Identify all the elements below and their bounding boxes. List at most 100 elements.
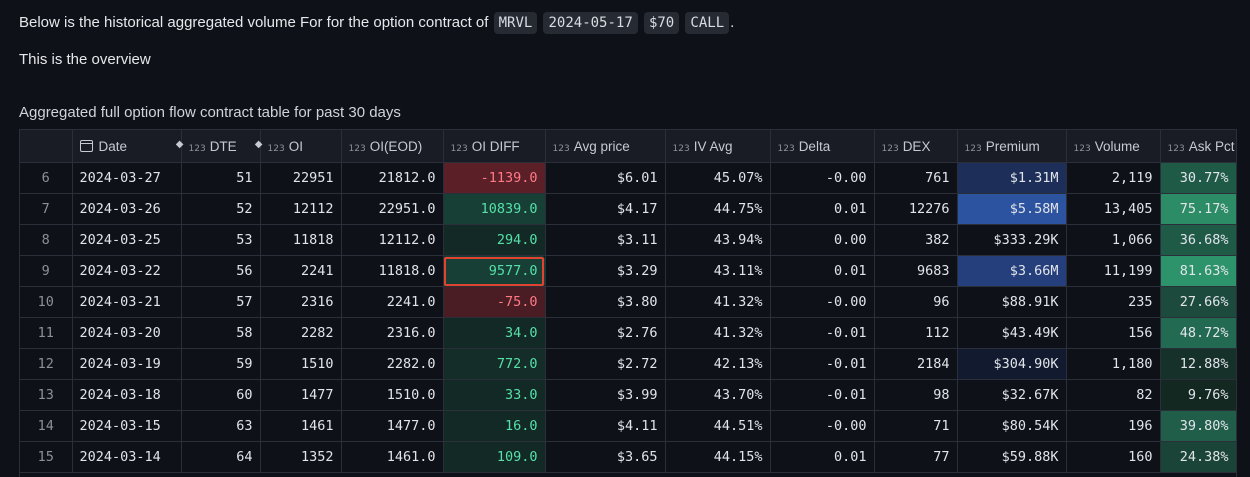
cell-date[interactable]: 2024-03-25: [72, 224, 182, 256]
cell-volume[interactable]: 160: [1066, 441, 1161, 473]
cell-dte[interactable]: 60: [181, 379, 261, 411]
cell-premium[interactable]: $43.49K: [957, 317, 1067, 349]
cell-idx[interactable]: 11: [20, 317, 73, 349]
cell-oi[interactable]: 22951: [260, 162, 342, 194]
table-row[interactable]: 7 2024-03-26 52 12112 22951.0 10839.0 $4.17 44.…: [20, 193, 1236, 225]
cell-volume[interactable]: 235: [1066, 286, 1161, 318]
cell-oi-eod[interactable]: 2282.0: [341, 348, 444, 380]
cell-dte[interactable]: 59: [181, 348, 261, 380]
cell-dex[interactable]: 77: [874, 441, 958, 473]
cell-date[interactable]: 2024-03-14: [72, 441, 182, 473]
table-row[interactable]: 14 2024-03-15 63 1461 1477.0 16.0 $4.11 44.51% -…: [20, 410, 1236, 442]
cell-premium[interactable]: $333.29K: [957, 224, 1067, 256]
cell-ask-pct[interactable]: 24.38%: [1160, 441, 1236, 473]
cell-avg-price[interactable]: $3.11: [545, 224, 666, 256]
cell-volume[interactable]: 1,066: [1066, 224, 1161, 256]
cell-dex[interactable]: 382: [874, 224, 958, 256]
cell-premium[interactable]: $32.67K: [957, 379, 1067, 411]
cell-avg-price[interactable]: $6.01: [545, 162, 666, 194]
cell-dte[interactable]: 58: [181, 317, 261, 349]
cell-dte[interactable]: 51: [181, 162, 261, 194]
cell-oi-eod[interactable]: 2241.0: [341, 286, 444, 318]
cell-ask-pct[interactable]: 81.63%: [1160, 255, 1236, 287]
cell-delta[interactable]: 0.01: [770, 441, 875, 473]
cell-oi-diff[interactable]: 10839.0: [443, 193, 546, 225]
col-header-dte[interactable]: 123 DTE ◆: [181, 130, 263, 163]
cell-idx[interactable]: 14: [20, 410, 73, 442]
cell-premium[interactable]: $80.54K: [957, 410, 1067, 442]
cell-oi-diff[interactable]: 34.0: [443, 317, 546, 349]
table-row[interactable]: 12 2024-03-19 59 1510 2282.0 772.0 $2.72 42.13%…: [20, 348, 1236, 380]
cell-iv-avg[interactable]: 43.70%: [665, 379, 771, 411]
cell-dex[interactable]: 761: [874, 162, 958, 194]
cell-idx[interactable]: 10: [20, 286, 73, 318]
cell-oi-eod[interactable]: 11818.0: [341, 255, 444, 287]
col-header-oi-eod[interactable]: 123 OI(EOD): [341, 130, 444, 163]
cell-oi-eod[interactable]: 2316.0: [341, 317, 444, 349]
cell-oi-eod[interactable]: 12112.0: [341, 224, 444, 256]
cell-oi-eod[interactable]: 21812.0: [341, 162, 444, 194]
col-header-volume[interactable]: 123 Volume: [1066, 130, 1161, 163]
cell-date[interactable]: 2024-03-20: [72, 317, 182, 349]
col-header-oi[interactable]: 123 OI: [260, 130, 342, 163]
table-row[interactable]: 10 2024-03-21 57 2316 2241.0 -75.0 $3.80 41.32%…: [20, 286, 1236, 318]
cell-dte[interactable]: 57: [181, 286, 261, 318]
cell-premium[interactable]: $3.66M: [957, 255, 1067, 287]
cell-dte[interactable]: 53: [181, 224, 261, 256]
table-row[interactable]: 6 2024-03-27 51 22951 21812.0 -1139.0 $6.01 45.…: [20, 162, 1236, 194]
cell-dex[interactable]: 112: [874, 317, 958, 349]
cell-delta[interactable]: -0.01: [770, 348, 875, 380]
cell-dex[interactable]: 98: [874, 379, 958, 411]
cell-delta[interactable]: 0.00: [770, 224, 875, 256]
cell-idx[interactable]: 8: [20, 224, 73, 256]
cell-oi-diff[interactable]: 33.0: [443, 379, 546, 411]
cell-avg-price[interactable]: $4.17: [545, 193, 666, 225]
cell-premium[interactable]: $59.88K: [957, 441, 1067, 473]
col-header-iv-avg[interactable]: 123 IV Avg: [665, 130, 771, 163]
col-header-delta[interactable]: 123 Delta: [770, 130, 875, 163]
cell-iv-avg[interactable]: 44.15%: [665, 441, 771, 473]
cell-dte[interactable]: 63: [181, 410, 261, 442]
cell-iv-avg[interactable]: 42.13%: [665, 348, 771, 380]
cell-oi[interactable]: 1461: [260, 410, 342, 442]
cell-idx[interactable]: 15: [20, 441, 73, 473]
cell-date[interactable]: 2024-03-21: [72, 286, 182, 318]
cell-oi[interactable]: 1477: [260, 379, 342, 411]
col-header-ask-pct[interactable]: 123 Ask Pct: [1160, 130, 1236, 163]
cell-oi[interactable]: 1352: [260, 441, 342, 473]
col-header-avg-price[interactable]: 123 Avg price: [545, 130, 666, 163]
cell-idx[interactable]: 7: [20, 193, 73, 225]
cell-oi[interactable]: 1510: [260, 348, 342, 380]
table-row[interactable]: 15 2024-03-14 64 1352 1461.0 109.0 $3.65 44.15%…: [20, 441, 1236, 473]
cell-ask-pct[interactable]: 48.72%: [1160, 317, 1236, 349]
cell-iv-avg[interactable]: 43.11%: [665, 255, 771, 287]
cell-volume[interactable]: 2,119: [1066, 162, 1161, 194]
cell-ask-pct[interactable]: 36.68%: [1160, 224, 1236, 256]
cell-oi-diff[interactable]: 9577.0: [443, 255, 546, 287]
cell-iv-avg[interactable]: 43.94%: [665, 224, 771, 256]
col-header-dex[interactable]: 123 DEX: [874, 130, 958, 163]
cell-delta[interactable]: 0.01: [770, 255, 875, 287]
cell-delta[interactable]: 0.01: [770, 193, 875, 225]
cell-avg-price[interactable]: $3.65: [545, 441, 666, 473]
cell-date[interactable]: 2024-03-15: [72, 410, 182, 442]
cell-oi-diff[interactable]: 16.0: [443, 410, 546, 442]
cell-oi[interactable]: 2282: [260, 317, 342, 349]
cell-dex[interactable]: 9683: [874, 255, 958, 287]
cell-oi-eod[interactable]: 1477.0: [341, 410, 444, 442]
cell-oi[interactable]: 12112: [260, 193, 342, 225]
cell-delta[interactable]: -0.00: [770, 410, 875, 442]
cell-oi[interactable]: 2316: [260, 286, 342, 318]
cell-avg-price[interactable]: $2.72: [545, 348, 666, 380]
cell-idx[interactable]: 13: [20, 379, 73, 411]
cell-dex[interactable]: 12276: [874, 193, 958, 225]
table-row[interactable]: 8 2024-03-25 53 11818 12112.0 294.0 $3.11 43.94…: [20, 224, 1236, 256]
option-flow-table[interactable]: Date ◆ 123 DTE ◆ 123 OI 123 OI(EOD) 123 OI DIF…: [19, 129, 1237, 477]
cell-idx[interactable]: 12: [20, 348, 73, 380]
cell-ask-pct[interactable]: 75.17%: [1160, 193, 1236, 225]
cell-date[interactable]: 2024-03-26: [72, 193, 182, 225]
cell-dex[interactable]: 96: [874, 286, 958, 318]
cell-oi-diff[interactable]: -75.0: [443, 286, 546, 318]
cell-delta[interactable]: -0.01: [770, 317, 875, 349]
table-row[interactable]: 11 2024-03-20 58 2282 2316.0 34.0 $2.76 41.32% -…: [20, 317, 1236, 349]
